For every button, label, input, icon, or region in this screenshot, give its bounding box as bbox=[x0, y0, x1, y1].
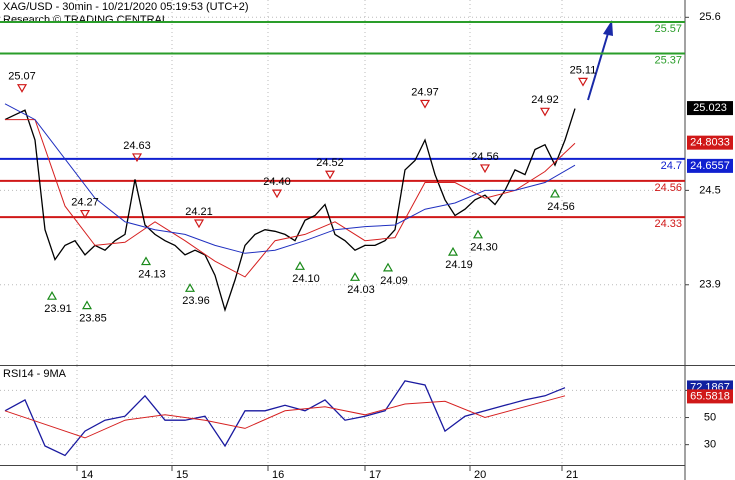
high-marker bbox=[577, 77, 589, 87]
high-marker bbox=[539, 107, 551, 117]
chart-subtitle: Research © TRADING CENTRAL bbox=[3, 14, 168, 26]
x-tick-label: 15 bbox=[176, 469, 188, 480]
low-label: 24.13 bbox=[138, 268, 166, 280]
high-label: 24.21 bbox=[185, 206, 213, 218]
forecast-arrowhead bbox=[603, 20, 613, 36]
high-label: 24.63 bbox=[123, 140, 151, 152]
x-tick-label: 20 bbox=[474, 469, 486, 480]
price-tag bbox=[687, 389, 733, 404]
high-label: 25.07 bbox=[8, 71, 36, 83]
high-marker bbox=[131, 153, 143, 163]
forecast-arrow bbox=[587, 29, 610, 101]
high-label: 24.52 bbox=[316, 157, 344, 169]
level-label: 24.33 bbox=[654, 218, 682, 230]
price-tag-label: 65.5818 bbox=[690, 390, 730, 402]
x-tick-label: 14 bbox=[81, 469, 93, 480]
low-marker bbox=[81, 300, 93, 310]
x-tick-label: 21 bbox=[566, 469, 578, 480]
high-label: 24.27 bbox=[71, 196, 99, 208]
price-tag bbox=[687, 158, 733, 173]
y-tick-label: 24.5 bbox=[699, 184, 720, 196]
low-label: 23.85 bbox=[79, 313, 107, 325]
high-marker bbox=[16, 84, 28, 93]
low-marker bbox=[140, 256, 152, 266]
low-marker bbox=[349, 272, 361, 281]
low-marker bbox=[46, 290, 58, 300]
low-label: 24.09 bbox=[380, 275, 408, 287]
level-label: 25.57 bbox=[654, 23, 682, 35]
low-label: 23.91 bbox=[44, 303, 72, 315]
high-label: 24.40 bbox=[263, 176, 291, 188]
low-label: 24.30 bbox=[470, 242, 498, 254]
high-label: 24.97 bbox=[411, 86, 439, 98]
price-tag bbox=[687, 101, 733, 116]
low-label: 24.56 bbox=[547, 201, 575, 213]
y-tick-label: 50 bbox=[704, 411, 716, 423]
high-marker bbox=[79, 209, 91, 219]
low-label: 23.96 bbox=[182, 295, 210, 307]
level-label: 25.37 bbox=[654, 54, 682, 66]
chart-title: XAG/USD - 30min - 10/21/2020 05:19:53 (U… bbox=[3, 1, 248, 13]
low-label: 24.03 bbox=[347, 284, 375, 296]
low-marker bbox=[382, 262, 394, 272]
level-label: 24.7 bbox=[661, 160, 682, 172]
price-tag-label: 24.8033 bbox=[690, 137, 730, 149]
low-marker bbox=[447, 246, 459, 256]
price-tag-label: 25.023 bbox=[693, 102, 727, 114]
low-label: 24.19 bbox=[445, 259, 473, 271]
high-marker bbox=[479, 164, 491, 174]
high-marker bbox=[324, 170, 336, 180]
series-line bbox=[5, 119, 576, 278]
series-line bbox=[4, 103, 576, 254]
series-line bbox=[4, 380, 566, 457]
x-tick-label: 16 bbox=[272, 469, 284, 480]
price-tag-label: 24.6557 bbox=[690, 160, 730, 172]
level-label: 24.56 bbox=[654, 182, 682, 194]
y-tick-label: 23.9 bbox=[699, 279, 720, 291]
high-label: 24.56 bbox=[471, 151, 499, 163]
x-tick-label: 17 bbox=[369, 469, 381, 480]
high-marker bbox=[419, 99, 431, 109]
high-marker bbox=[193, 219, 205, 229]
rsi-title: RSI14 - 9MA bbox=[3, 368, 67, 380]
low-marker bbox=[184, 283, 196, 292]
price-tag bbox=[687, 135, 733, 150]
low-marker bbox=[294, 261, 306, 270]
low-label: 24.10 bbox=[292, 273, 320, 285]
low-marker bbox=[549, 188, 561, 198]
high-label: 25.11 bbox=[570, 64, 597, 76]
high-marker bbox=[271, 189, 283, 199]
y-tick-label: 25.6 bbox=[699, 11, 720, 23]
series-line bbox=[4, 395, 566, 439]
y-tick-label: 30 bbox=[704, 439, 716, 451]
low-marker bbox=[472, 229, 484, 239]
high-label: 24.92 bbox=[531, 94, 559, 106]
